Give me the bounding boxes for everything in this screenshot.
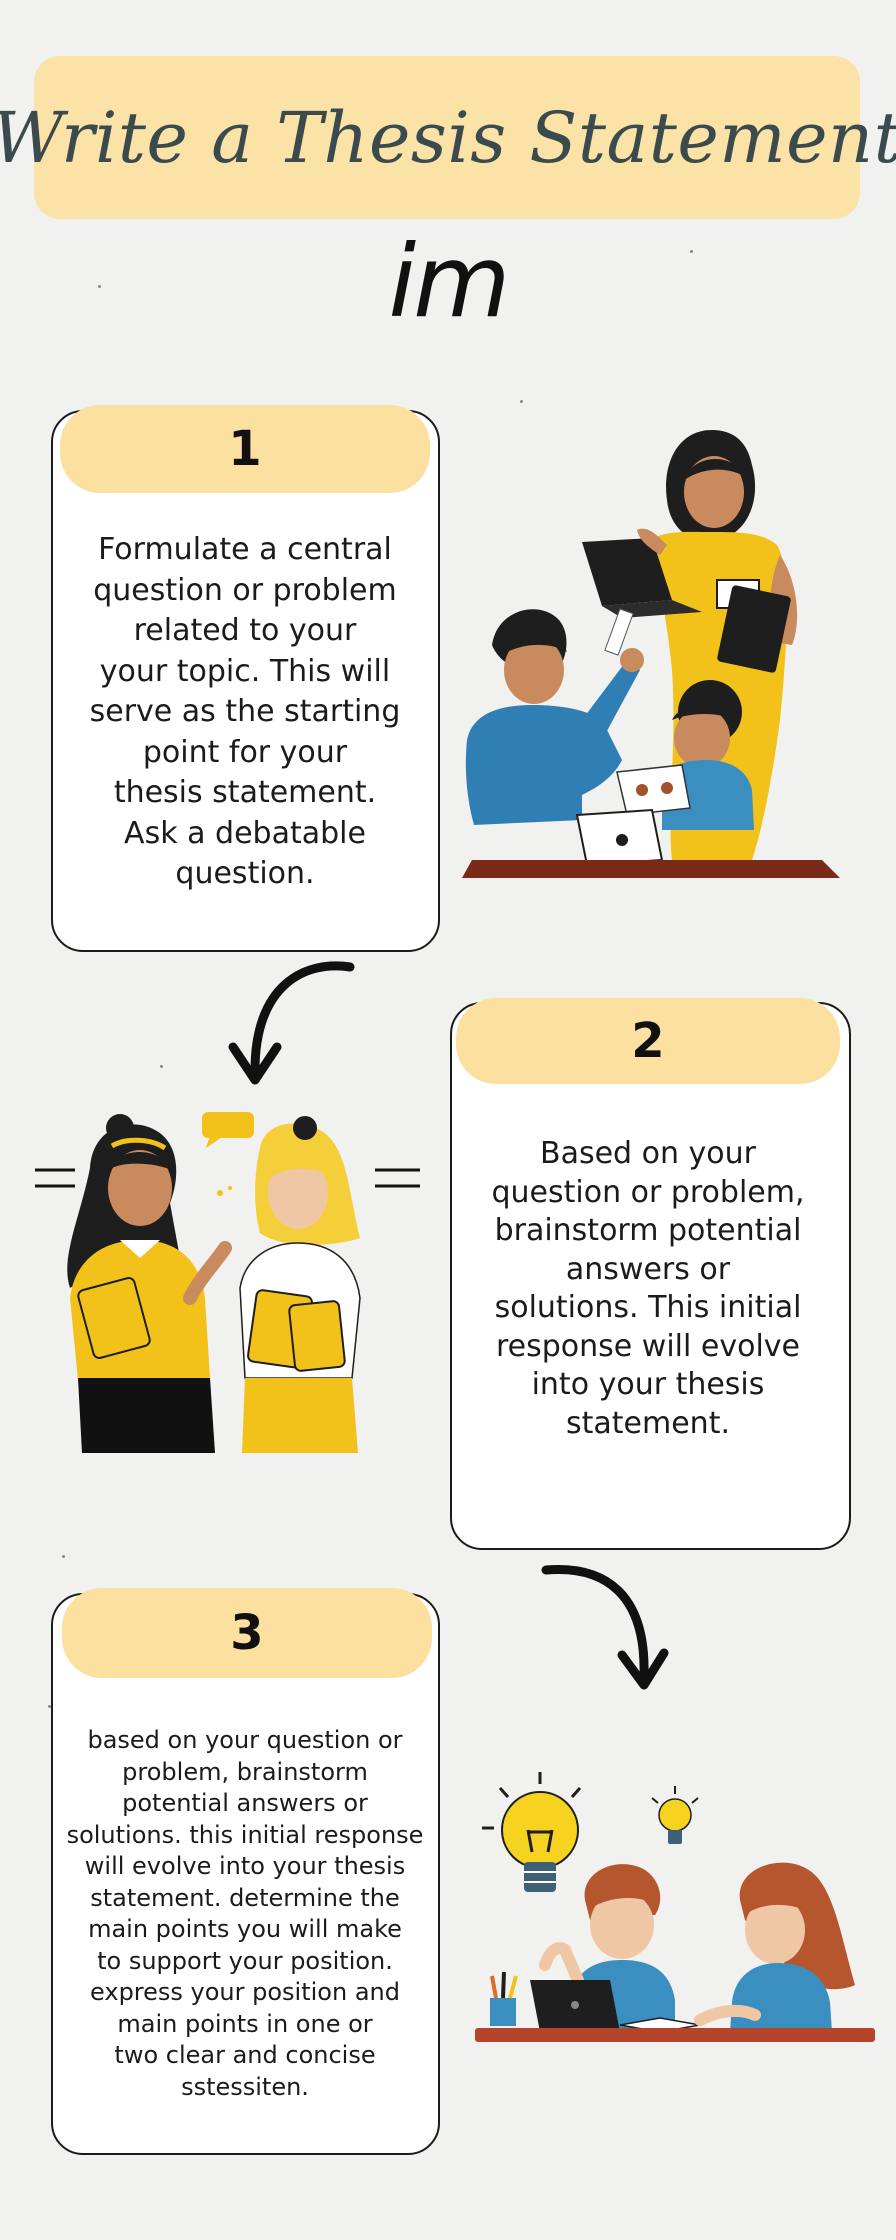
step-2-line: Based on your — [540, 1136, 756, 1171]
arrow-to-step-2-icon — [228, 961, 355, 1085]
step-1-line: question. — [175, 856, 315, 891]
step-1-card — [51, 410, 440, 952]
page-title: Write a Thesis Statement — [0, 96, 896, 179]
step-1-number: 1 — [60, 405, 430, 493]
step-3-line: to support your position. — [97, 1946, 393, 1975]
decor-speck — [520, 400, 523, 403]
step-2-text: Based on your question or problem, brain… — [458, 1135, 838, 1443]
step-3-line: main points in one or — [117, 2009, 373, 2038]
title-banner: Write a Thesis Statement — [0, 56, 896, 219]
step-2-line: question or problem, — [491, 1174, 805, 1210]
step-2-line: response will evolve — [496, 1328, 800, 1364]
step-1-line: serve as the starting — [89, 694, 401, 729]
decor-speck — [690, 250, 693, 253]
step-3-line: express your position and — [90, 1978, 400, 2006]
step-3-line: statement. determine the — [90, 1883, 400, 1912]
step-1-line: related to your — [133, 613, 357, 648]
step-1-line: question or problem — [93, 572, 397, 608]
step-2-line: answers or — [565, 1251, 731, 1287]
decor-speck — [62, 1555, 65, 1558]
decor-speck — [48, 1705, 51, 1708]
step-3-line: based on your question or — [87, 1726, 403, 1754]
step-1-line: point for your — [142, 734, 348, 770]
step-3-card — [51, 1593, 440, 2155]
step-3-line: solutions. this initial response — [66, 1820, 424, 1849]
teacher-with-children-illustration — [462, 430, 840, 878]
step-2-card — [450, 1002, 851, 1550]
step-3-line: potential answers or — [122, 1789, 368, 1817]
step-3-line: main points you will make — [88, 1915, 402, 1943]
step-2-line: solutions. This initial — [494, 1290, 802, 1325]
step-3-text: based on your question or problem, brain… — [56, 1725, 434, 2103]
step-1-text: Formulate a central question or problem … — [60, 530, 430, 895]
step-2-line: into your thesis — [531, 1367, 765, 1402]
two-girls-talking-illustration — [35, 1112, 420, 1453]
step-2-line: statement. — [566, 1405, 730, 1441]
step-1-line: Ask a debatable — [124, 815, 366, 851]
step-2-number: 2 — [456, 998, 840, 1084]
step-3-line: two clear and concise — [114, 2041, 376, 2069]
step-3-line: will evolve into your thesis — [84, 1852, 406, 1880]
step-3-line: sstessiten. — [181, 2072, 309, 2101]
decor-speck — [160, 1065, 163, 1068]
step-3-number: 3 — [62, 1588, 432, 1678]
step-3-line: problem, brainstorm — [122, 1757, 368, 1786]
step-1-line: your topic. This will — [99, 653, 391, 689]
logo: im — [388, 223, 510, 340]
decor-speck — [98, 285, 101, 288]
step-1-line: thesis statement. — [113, 775, 377, 810]
two-students-with-lightbulbs-illustration — [475, 1772, 875, 2042]
step-1-line: Formulate a central — [98, 532, 392, 567]
step-2-line: brainstorm potential — [494, 1213, 802, 1248]
arrow-to-step-3-icon — [541, 1564, 669, 1690]
lightbulb-icon — [651, 1786, 699, 1844]
lightbulb-icon — [482, 1772, 582, 1892]
